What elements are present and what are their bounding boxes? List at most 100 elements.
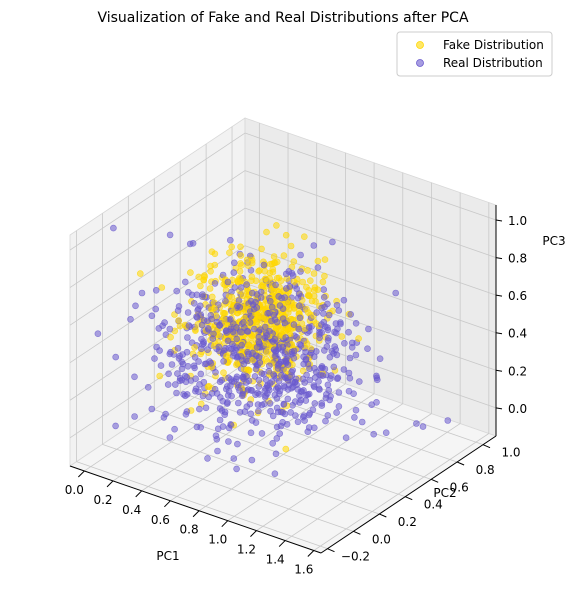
- real-point: [230, 269, 238, 276]
- real-point: [303, 391, 310, 399]
- real-point: [267, 407, 274, 415]
- grid-line-x-floor: [227, 403, 403, 522]
- real-point: [319, 310, 327, 317]
- real-point: [127, 315, 134, 323]
- real-point: [295, 302, 303, 310]
- real-point: [327, 372, 335, 379]
- real-point: [302, 397, 310, 404]
- legend-marker-fake: [416, 41, 424, 49]
- y-tick-mark: [379, 513, 387, 518]
- real-point: [234, 440, 241, 448]
- real-point: [237, 284, 245, 291]
- real-point: [289, 366, 297, 374]
- real-point: [182, 278, 189, 286]
- real-point: [175, 355, 183, 362]
- fake-point: [175, 317, 182, 324]
- fake-point: [306, 277, 314, 285]
- real-point: [325, 311, 333, 319]
- real-point: [274, 384, 282, 392]
- grid-lines: [69, 122, 497, 551]
- real-point: [184, 309, 192, 316]
- y-tick-mark: [482, 444, 491, 449]
- real-point: [413, 420, 420, 427]
- legend-marker-real: [416, 59, 424, 67]
- real-point: [348, 343, 356, 351]
- y-tick-label: 0.8: [476, 463, 495, 477]
- real-point: [310, 242, 318, 249]
- x-tick-mark: [135, 490, 143, 498]
- fake-point: [253, 315, 261, 323]
- z-tick-mark: [495, 369, 503, 372]
- real-point: [230, 455, 238, 462]
- real-point: [300, 412, 308, 420]
- real-point: [233, 465, 240, 473]
- real-point: [329, 238, 336, 246]
- fake-point: [248, 273, 256, 281]
- fake-point: [277, 277, 285, 285]
- real-point: [204, 325, 212, 332]
- fake-point: [167, 333, 174, 341]
- x-axis-line: [69, 465, 322, 554]
- real-point: [210, 330, 217, 338]
- grid-line-y-floor: [76, 461, 328, 550]
- real-point: [272, 450, 280, 458]
- real-point: [230, 320, 237, 328]
- real-point: [373, 398, 380, 406]
- fake-point: [287, 242, 295, 250]
- x-tick-label: 1.2: [237, 543, 256, 557]
- x-tick-mark: [192, 510, 200, 518]
- real-point: [225, 438, 232, 445]
- fake-point: [282, 231, 290, 239]
- fake-point: [321, 272, 328, 280]
- real-point: [189, 240, 197, 247]
- real-point: [176, 377, 184, 385]
- fake-point: [192, 327, 199, 335]
- real-point: [235, 381, 242, 389]
- real-point: [152, 305, 159, 313]
- fake-point: [211, 261, 219, 269]
- real-point: [191, 353, 199, 361]
- real-point: [249, 301, 257, 308]
- real-point: [231, 259, 238, 267]
- grid-line-z-left: [69, 132, 246, 251]
- y-tick-label: 1.0: [501, 446, 520, 460]
- real-point: [236, 303, 244, 311]
- fake-point: [158, 284, 166, 291]
- real-point: [233, 373, 241, 381]
- chart-title: Visualization of Fake and Real Distribut…: [97, 10, 468, 26]
- real-point: [358, 418, 366, 426]
- real-point: [330, 363, 338, 371]
- fake-point: [273, 222, 280, 229]
- real-point: [144, 383, 152, 391]
- grid-line-z-back: [244, 207, 497, 296]
- fake-point: [187, 269, 194, 276]
- x-tick-label: 0.4: [122, 503, 141, 517]
- real-point: [241, 324, 248, 331]
- real-point: [306, 365, 313, 373]
- real-point: [131, 413, 138, 420]
- z-tick-mark: [495, 332, 503, 335]
- grid-line-y-floor: [128, 426, 380, 515]
- real-point: [279, 315, 287, 323]
- x-tick-label: 1.4: [266, 553, 285, 567]
- real-point: [392, 289, 400, 297]
- fake-point: [290, 278, 298, 285]
- real-point: [310, 383, 318, 391]
- grid-line-x-floor: [84, 353, 260, 472]
- fake-point: [233, 361, 240, 369]
- legend-label-fake: Fake Distribution: [443, 38, 544, 52]
- real-point: [352, 406, 360, 414]
- fake-point: [255, 267, 262, 275]
- y-tick-mark: [430, 478, 439, 483]
- y-tick-label: 0.0: [372, 532, 391, 546]
- grid-line-x-floor: [313, 433, 490, 551]
- z-tick-label: 1.0: [508, 214, 527, 228]
- real-point: [335, 403, 343, 410]
- real-point: [166, 231, 174, 239]
- real-point: [198, 321, 206, 329]
- real-point: [297, 251, 304, 259]
- real-point: [172, 381, 179, 388]
- real-point: [313, 309, 321, 316]
- fake-point: [290, 258, 298, 265]
- x-tick-label: 0.2: [93, 493, 112, 507]
